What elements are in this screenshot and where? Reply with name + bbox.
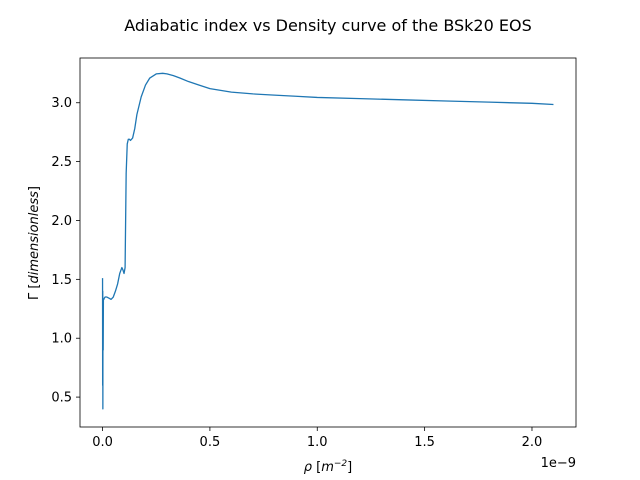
x-axis-label-unit-base: m — [321, 460, 334, 475]
y-axis-label-symbol: Γ — [27, 292, 42, 300]
y-axis-label-close-bracket: ] — [27, 186, 42, 191]
plot-line-layer — [101, 72, 554, 410]
y-axis-label-open-bracket: [ — [27, 284, 42, 293]
y-tick-label: 3.0 — [51, 96, 72, 111]
x-axis-label-symbol: ρ — [304, 460, 313, 475]
y-tick-label: 1.5 — [51, 273, 72, 288]
chart-title: Adiabatic index vs Density curve of the … — [124, 16, 531, 35]
x-axis-label: ρ [m−2] — [304, 459, 353, 475]
y-axis-label: Γ [dimensionless] — [27, 186, 42, 300]
x-axis-label-unit-exponent: −2 — [334, 459, 348, 469]
x-tick-label: 2.0 — [522, 435, 543, 450]
y-axis-label-unit: dimensionless — [27, 191, 42, 284]
x-axis-ticks: 0.0 0.5 1.0 1.5 2.0 — [92, 427, 542, 450]
y-tick-label: 0.5 — [51, 391, 72, 406]
y-tick-label: 1.0 — [51, 332, 72, 347]
x-axis-offset-text: 1e−9 — [541, 456, 576, 471]
x-tick-label: 1.0 — [307, 435, 328, 450]
y-tick-label: 2.0 — [51, 214, 72, 229]
x-tick-label: 0.0 — [92, 435, 113, 450]
x-tick-label: 1.5 — [414, 435, 435, 450]
x-axis-label-open-bracket: [ — [312, 460, 321, 475]
x-tick-label: 0.5 — [200, 435, 221, 450]
y-tick-label: 2.5 — [51, 155, 72, 170]
series-line-0 — [101, 72, 554, 410]
y-axis-ticks: 0.5 1.0 1.5 2.0 2.5 3.0 — [51, 96, 80, 406]
plot-frame — [79, 57, 577, 428]
x-axis-label-close-bracket: ] — [347, 460, 352, 475]
